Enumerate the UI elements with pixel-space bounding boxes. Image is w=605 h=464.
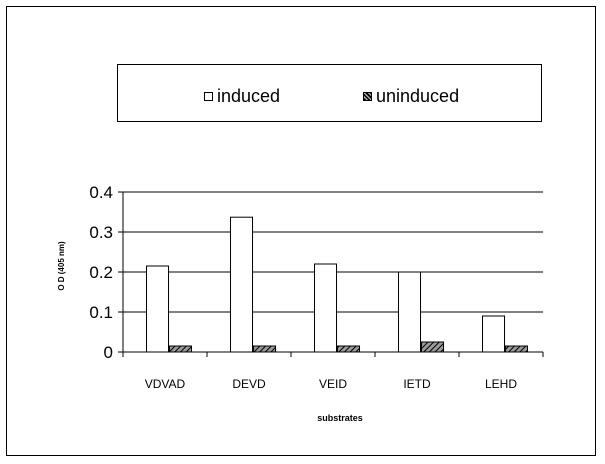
legend: induced uninduced — [117, 64, 542, 122]
y-tick-label: 0.3 — [89, 223, 113, 242]
bar-induced-ietd — [398, 271, 422, 353]
y-tick-label: 0.1 — [89, 303, 113, 322]
legend-item-induced: induced — [204, 86, 280, 107]
legend-label-induced: induced — [217, 86, 281, 106]
x-axis-label: substrates — [317, 413, 363, 423]
bar-induced-devd — [230, 216, 254, 353]
x-tick-label: VDVAD — [145, 377, 186, 391]
y-tick-label: 0 — [104, 343, 113, 362]
bar-uninduced-devd — [253, 345, 277, 353]
y-tick-label: 0.4 — [89, 183, 113, 202]
x-tick-label: IETD — [403, 377, 431, 391]
bar-induced-lehd — [482, 315, 506, 353]
bar-uninduced-veid — [337, 345, 361, 353]
bar-uninduced-lehd — [505, 345, 529, 353]
x-tick-label: VEID — [319, 377, 347, 391]
x-tick-label: LEHD — [485, 377, 517, 391]
bar-uninduced-ietd — [421, 341, 445, 353]
y-axis-label: O D (405 nm) — [57, 241, 66, 291]
legend-swatch-uninduced — [363, 92, 372, 101]
y-tick-label: 0.2 — [89, 263, 113, 282]
x-tick-label: DEVD — [232, 377, 266, 391]
legend-label-uninduced: uninduced — [376, 86, 460, 106]
legend-swatch-induced — [204, 92, 213, 101]
bar-induced-veid — [314, 263, 338, 353]
legend-item-uninduced: uninduced — [363, 86, 459, 107]
bar-uninduced-vdvad — [169, 345, 193, 353]
bar-induced-vdvad — [146, 265, 170, 353]
